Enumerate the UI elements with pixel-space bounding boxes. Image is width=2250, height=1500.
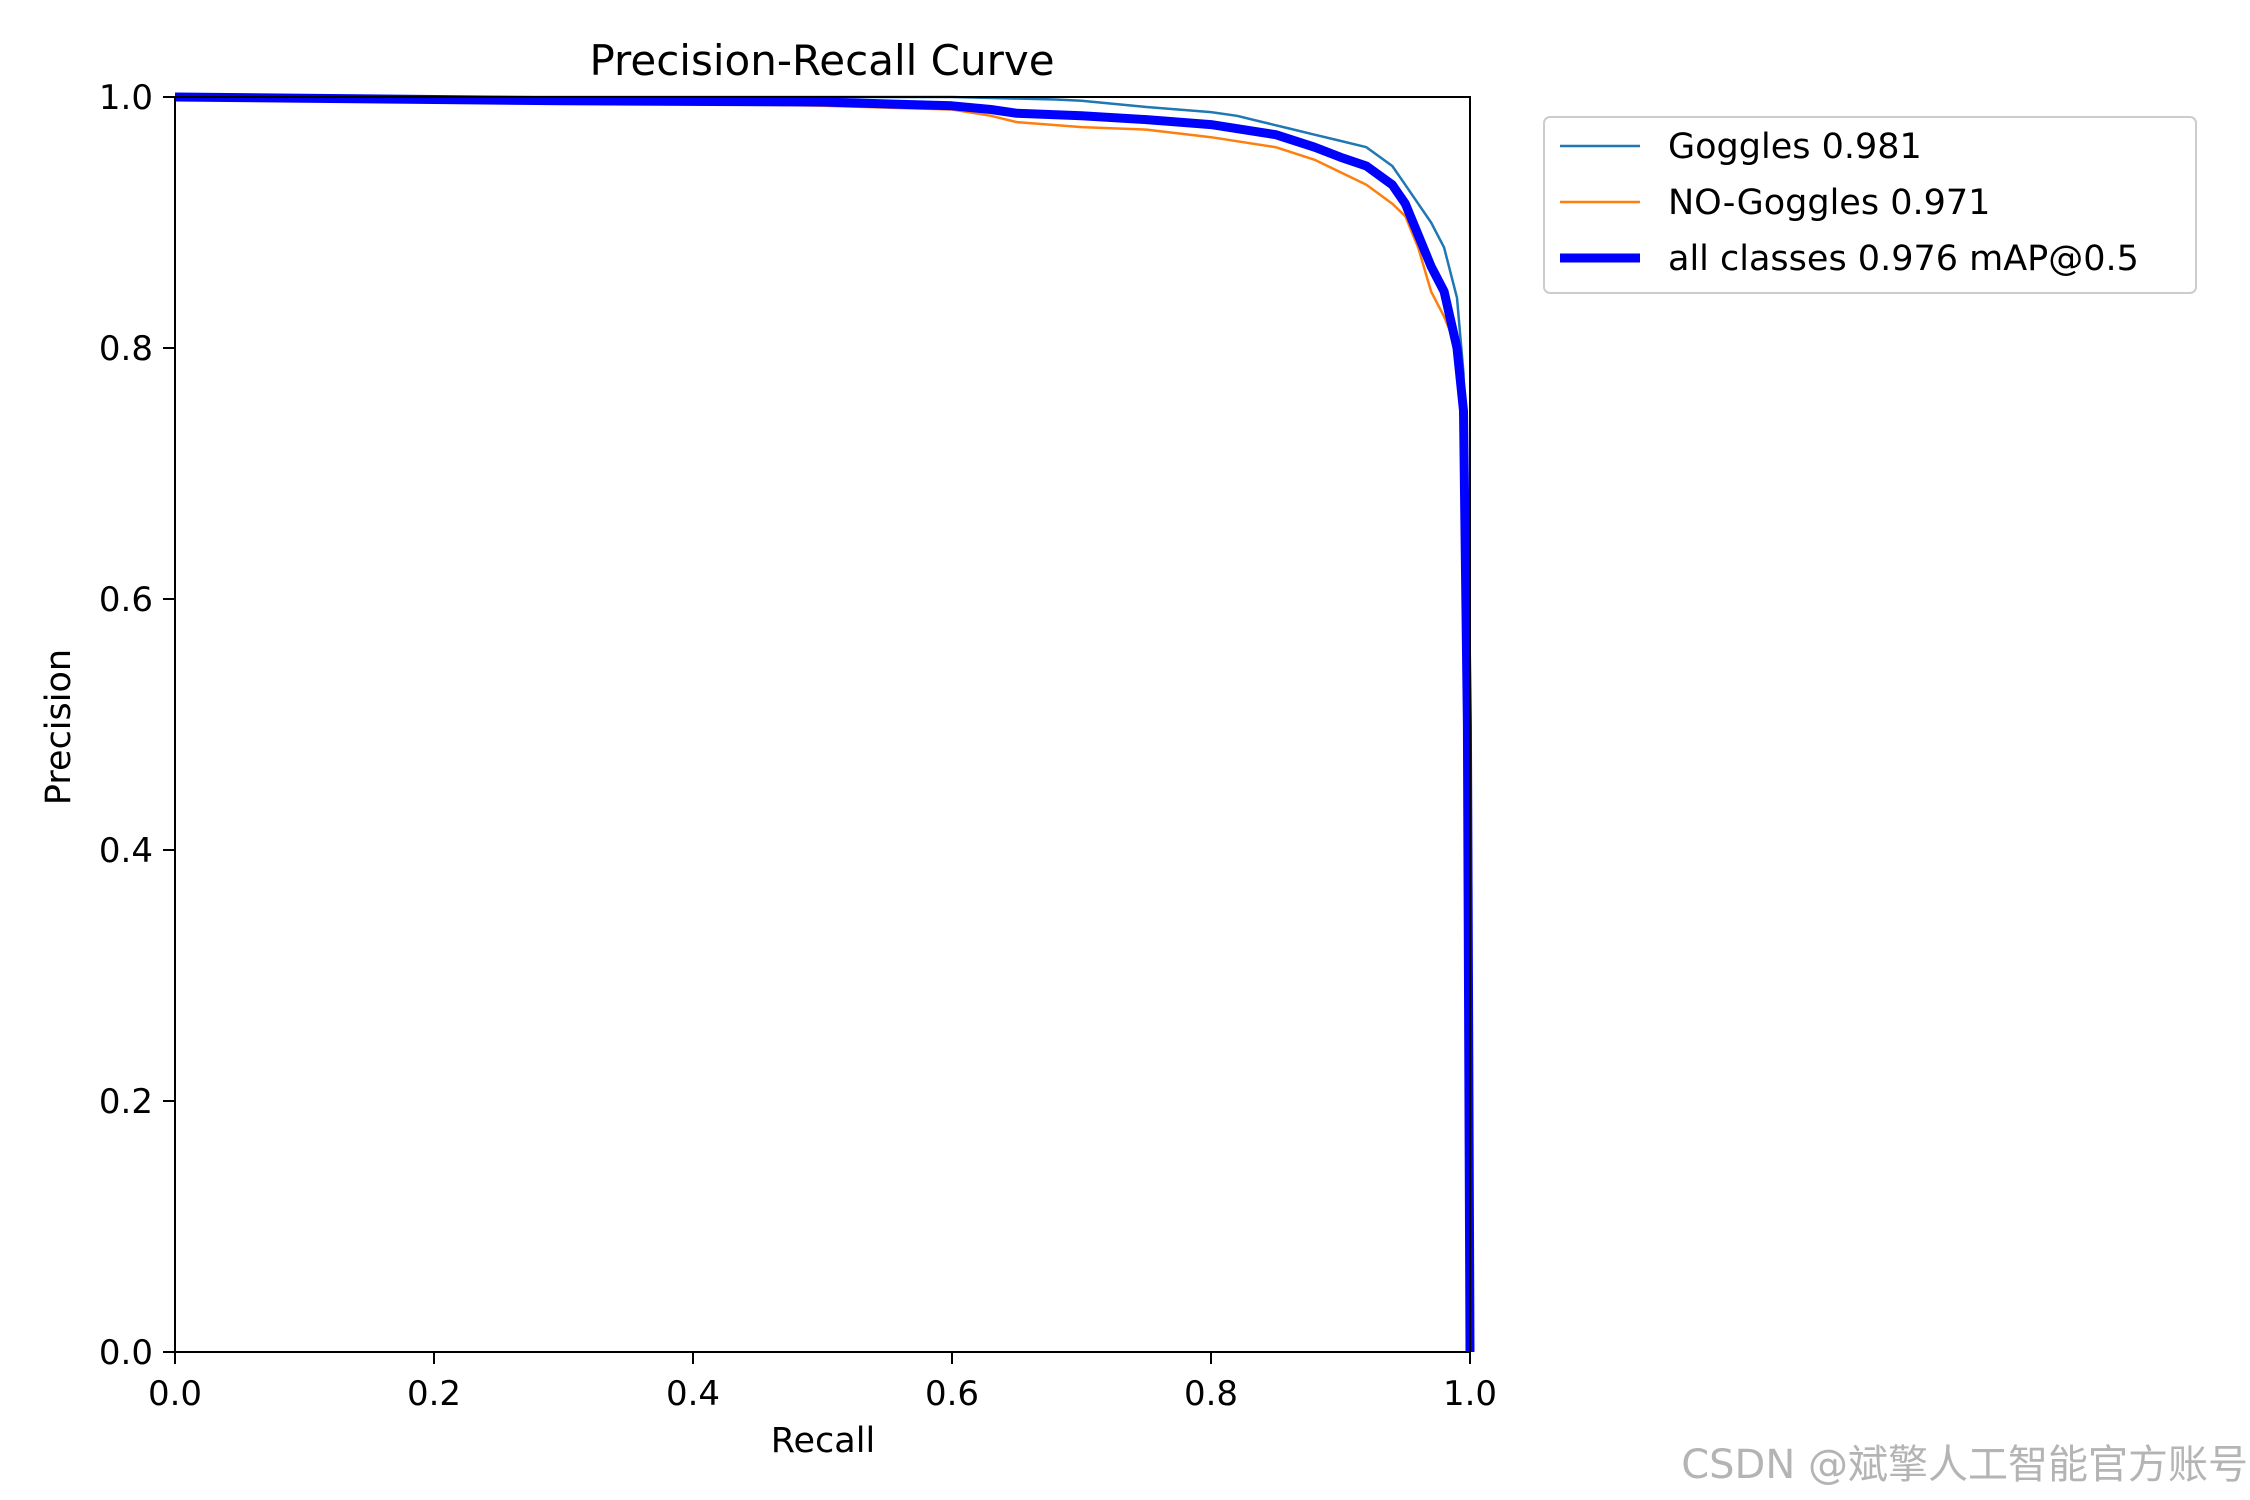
x-tick-label: 0.2 (407, 1374, 461, 1414)
y-tick-label: 1.0 (99, 78, 153, 118)
y-tick-label: 0.4 (99, 831, 153, 871)
y-tick-label: 0.2 (99, 1082, 153, 1122)
x-tick-label: 0.6 (925, 1374, 979, 1414)
x-tick-label: 0.0 (148, 1374, 202, 1414)
y-axis-label: Precision (39, 649, 79, 805)
x-axis-label: Recall (771, 1421, 875, 1461)
x-tick-label: 0.8 (1184, 1374, 1238, 1414)
y-axis: 0.0 0.2 0.4 0.6 0.8 1.0 (99, 78, 175, 1373)
legend: Goggles 0.981 NO-Goggles 0.971 all classes… (1543, 116, 2197, 294)
y-tick-label: 0.8 (99, 329, 153, 369)
plot-frame (174, 96, 1471, 1353)
chart-title: Precision-Recall Curve (589, 36, 1054, 85)
legend-label-2: all classes 0.976 mAP@0.5 (1668, 239, 2139, 279)
x-tick-label: 0.4 (666, 1374, 720, 1414)
legend-label-1: NO-Goggles 0.971 (1668, 183, 1990, 223)
y-tick-label: 0.6 (99, 580, 153, 620)
x-axis: 0.0 0.2 0.4 0.6 0.8 1.0 (148, 1352, 1497, 1414)
y-tick-label: 0.0 (99, 1333, 153, 1373)
legend-label-0: Goggles 0.981 (1668, 127, 1922, 167)
series-line-2 (174, 92, 1475, 1353)
watermark: CSDN @斌擎人工智能官方账号 (1681, 1442, 2248, 1488)
x-tick-label: 1.0 (1443, 1374, 1497, 1414)
legend-box (1543, 116, 2197, 294)
